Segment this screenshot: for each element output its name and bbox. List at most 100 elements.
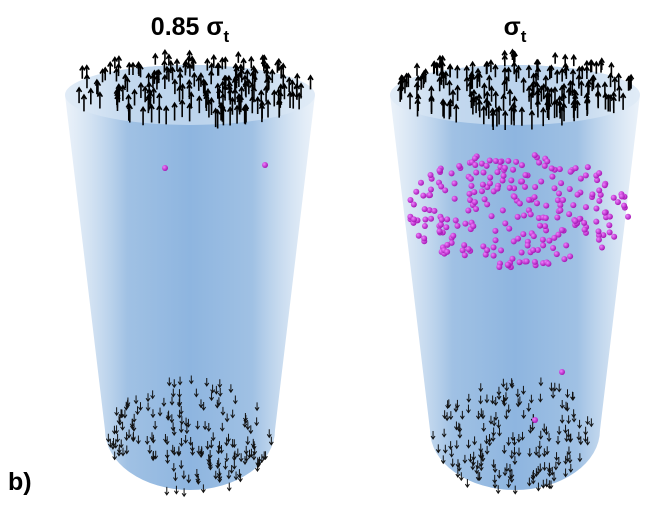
particle — [544, 158, 550, 164]
particle — [480, 182, 486, 188]
particle — [482, 196, 488, 202]
particle — [473, 206, 479, 212]
particle — [439, 217, 445, 223]
particle — [500, 207, 506, 213]
particle — [489, 213, 495, 219]
particle — [532, 184, 538, 190]
particle — [578, 176, 584, 182]
particle — [532, 259, 538, 265]
arrow-up — [609, 63, 614, 75]
particle — [428, 172, 434, 178]
particle — [549, 165, 555, 171]
arrow-up — [571, 55, 576, 66]
particle — [524, 258, 530, 264]
particle — [491, 244, 497, 250]
panel-title: 0.85 σt — [151, 13, 230, 46]
particle — [510, 167, 516, 173]
particle — [498, 247, 504, 253]
particle — [540, 242, 546, 248]
arrow-up — [415, 64, 420, 76]
title-text: 0.85 σ — [151, 13, 224, 41]
particle — [436, 228, 442, 234]
particle — [512, 194, 518, 200]
particle — [599, 244, 605, 250]
particle — [551, 235, 557, 241]
particle — [583, 204, 589, 210]
arrow-up — [80, 66, 85, 78]
particle — [532, 417, 538, 423]
particle — [472, 162, 478, 168]
particle — [530, 247, 536, 253]
particle — [420, 193, 426, 199]
particle — [543, 215, 549, 221]
particle — [589, 191, 595, 197]
particle — [472, 155, 478, 161]
particle — [567, 186, 573, 192]
particle — [452, 180, 458, 186]
particle — [505, 262, 511, 268]
particle — [557, 166, 563, 172]
particle — [560, 197, 566, 203]
particle — [416, 233, 422, 239]
particle — [506, 226, 512, 232]
particle — [496, 264, 502, 270]
particle — [532, 194, 538, 200]
title-text: σ — [504, 13, 521, 41]
particle — [162, 165, 168, 171]
particle — [517, 259, 523, 265]
particle — [559, 369, 565, 375]
particle — [519, 249, 525, 255]
particle — [549, 174, 555, 180]
particle — [545, 261, 551, 267]
particle — [559, 227, 565, 233]
particle — [570, 202, 576, 208]
particle — [508, 177, 514, 183]
page: 0.85 σt σt b) (() => { const data = JSON… — [0, 0, 647, 508]
particle — [493, 158, 499, 164]
particle — [470, 223, 476, 229]
arrow-up — [153, 54, 158, 65]
particle — [550, 245, 556, 251]
particle — [537, 223, 543, 229]
particle — [540, 237, 546, 243]
particle — [575, 192, 581, 198]
particle — [557, 207, 563, 213]
particle — [444, 249, 450, 255]
particle — [611, 234, 617, 240]
cone-left — [65, 65, 315, 490]
particle — [454, 223, 460, 229]
particle — [462, 221, 468, 227]
particle — [573, 165, 579, 171]
particle — [596, 228, 602, 234]
particle — [543, 203, 549, 209]
particle — [428, 216, 434, 222]
particle — [563, 242, 569, 248]
particle — [472, 199, 478, 205]
particle — [621, 203, 627, 209]
particle — [602, 182, 608, 188]
particle — [468, 176, 474, 182]
particle — [471, 189, 477, 195]
particle — [515, 236, 521, 242]
particle — [456, 163, 462, 169]
particle — [522, 184, 528, 190]
particle — [487, 174, 493, 180]
particle — [461, 242, 467, 248]
particle — [554, 251, 560, 257]
particle — [561, 256, 567, 262]
particle — [418, 180, 424, 186]
particle — [611, 195, 617, 201]
panel-label: b) — [8, 468, 32, 496]
particle — [428, 187, 434, 193]
arrow-up — [236, 53, 241, 63]
particle — [422, 216, 428, 222]
cone-right — [390, 65, 640, 490]
particle — [473, 170, 479, 176]
arrow-up — [553, 53, 558, 63]
particle — [519, 178, 525, 184]
particle — [572, 218, 578, 224]
particle — [466, 246, 472, 252]
particle — [427, 192, 433, 198]
particle — [442, 187, 448, 193]
particle — [468, 183, 474, 189]
